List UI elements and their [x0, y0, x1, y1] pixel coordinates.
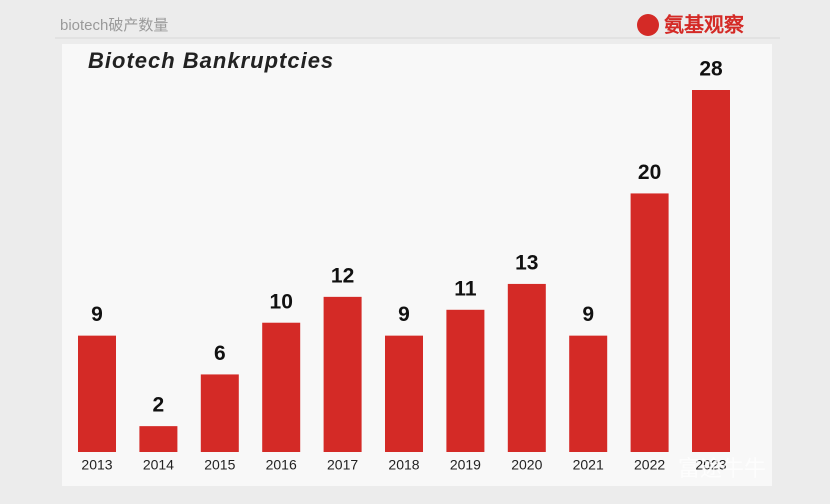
x-tick-label: 2023	[695, 457, 726, 473]
x-tick-label: 2019	[450, 457, 481, 473]
x-tick-label: 2016	[266, 457, 297, 473]
x-tick-label: 2017	[327, 457, 358, 473]
logo: 氨基观察	[664, 12, 745, 36]
bar	[507, 283, 546, 452]
chart-title: Biotech Bankruptcies	[88, 48, 334, 73]
data-label: 28	[699, 58, 723, 81]
x-tick-label: 2014	[143, 457, 174, 473]
bar	[262, 322, 301, 452]
data-label: 11	[454, 277, 477, 300]
bar	[200, 374, 239, 452]
x-tick-label: 2021	[573, 457, 604, 473]
header: biotech破产数量	[60, 17, 168, 34]
x-tick-label: 2020	[511, 457, 542, 473]
data-label: 6	[214, 342, 226, 365]
watermark: 富途牛牛	[678, 456, 766, 481]
data-label: 12	[331, 264, 354, 287]
bar	[385, 335, 423, 452]
data-label: 9	[398, 303, 410, 326]
bar	[139, 426, 178, 452]
data-label: 9	[582, 303, 594, 326]
x-tick-label: 2022	[634, 457, 665, 473]
data-label: 20	[638, 161, 661, 184]
data-label: 2	[153, 394, 165, 417]
bar	[630, 193, 669, 452]
logo-icon	[637, 14, 659, 36]
data-label: 9	[91, 303, 103, 326]
bar	[78, 335, 116, 452]
data-label: 10	[270, 290, 293, 313]
bar	[446, 309, 485, 452]
data-label: 13	[515, 251, 538, 274]
bar	[323, 296, 362, 452]
x-tick-label: 2015	[204, 457, 235, 473]
x-tick-label: 2013	[81, 457, 112, 473]
x-tick-label: 2018	[388, 457, 419, 473]
bar	[569, 335, 608, 452]
bar	[692, 90, 730, 452]
